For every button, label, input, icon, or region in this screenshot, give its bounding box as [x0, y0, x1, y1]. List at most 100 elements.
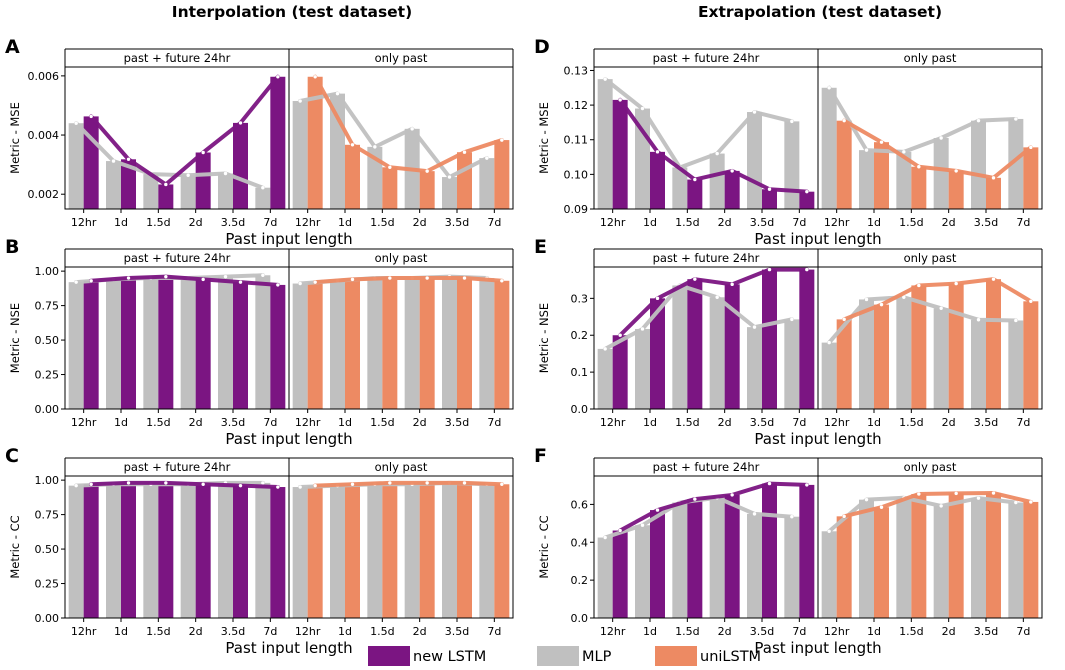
point-marker: [126, 157, 131, 161]
bar-mlp: [933, 308, 949, 409]
point-marker: [730, 169, 734, 173]
bar-mlp: [635, 328, 650, 409]
bar-mlp: [971, 120, 986, 209]
point-marker: [730, 493, 734, 497]
y-tick-label: 0.6: [571, 498, 589, 511]
point-marker: [879, 505, 884, 509]
point-marker: [805, 267, 809, 272]
x-tick-label: 2d: [718, 625, 732, 638]
y-axis-label: Metric - MSE: [537, 102, 551, 174]
point-marker: [939, 306, 943, 311]
facet-title: past + future 24hr: [124, 251, 231, 265]
x-tick-label: 3.5d: [974, 216, 998, 229]
line-new-lstm: [89, 480, 280, 490]
x-tick-label: 3.5d: [750, 416, 774, 429]
point-marker: [693, 177, 697, 182]
point-marker: [618, 98, 622, 102]
x-tick-label: 1d: [338, 625, 352, 638]
y-tick-label: 0.006: [28, 70, 60, 83]
point-marker: [238, 121, 243, 125]
x-tick-label: 1.5d: [899, 625, 923, 638]
bar-mlp: [479, 484, 495, 618]
point-marker: [388, 276, 392, 280]
bar-unilstm: [836, 516, 852, 618]
point-marker: [715, 151, 719, 156]
point-marker: [917, 283, 921, 288]
bar-mlp: [896, 497, 912, 618]
point-marker: [752, 512, 757, 516]
y-tick-label: 1.00: [35, 265, 60, 278]
bar-mlp: [597, 537, 613, 618]
facet-title: past + future 24hr: [124, 460, 231, 474]
bar-mlp: [292, 487, 308, 618]
y-axis-label: Metric - MSE: [8, 102, 22, 174]
bar-mlp: [784, 319, 800, 409]
point-marker: [640, 327, 645, 331]
bar-mlp: [709, 497, 725, 618]
bar-new-lstm: [158, 482, 174, 618]
bar-unilstm: [494, 280, 510, 409]
point-marker: [201, 482, 205, 486]
bar-mlp: [1008, 502, 1024, 618]
x-tick-label: 12hr: [71, 625, 97, 638]
bar-mlp: [597, 348, 613, 409]
bar-mlp: [292, 283, 308, 409]
point-marker: [640, 523, 645, 527]
y-tick-label: 0.00: [35, 403, 60, 416]
x-tick-label: 12hr: [600, 216, 626, 229]
bar-mlp: [180, 278, 196, 409]
point-marker: [976, 496, 981, 500]
y-tick-label: 0.2: [571, 574, 589, 587]
bar-mlp: [821, 87, 837, 209]
facet-only-past: only past 12hr 1d 1.5d 2d 3.5d 7d: [817, 248, 1043, 429]
y-tick-label: 0.11: [564, 134, 589, 147]
bar-mlp: [784, 121, 800, 209]
bar-unilstm: [382, 167, 398, 209]
line-mlp: [603, 77, 794, 170]
panel-B: B Metric - NSE 0.00 0.25 0.50 0.75 1.00 Past in…: [5, 236, 514, 448]
x-tick-label: 12hr: [824, 216, 850, 229]
point-marker: [954, 491, 958, 496]
x-tick-label: 1.5d: [899, 416, 923, 429]
facet-past-future: past + future 24hr 12hr 1d 1.5d 2d 3.5d 7d: [593, 457, 819, 638]
bar-unilstm: [986, 279, 1001, 409]
y-tick-label: 0.10: [564, 168, 589, 181]
x-tick-label: 1.5d: [146, 416, 170, 429]
panel-letter: E: [534, 236, 547, 258]
point-marker: [425, 481, 429, 485]
bar-mlp: [635, 525, 650, 618]
point-marker: [603, 347, 607, 351]
bar-mlp: [933, 138, 949, 209]
bar-unilstm: [419, 482, 435, 618]
point-marker: [618, 528, 622, 533]
point-marker: [164, 274, 168, 279]
bar-new-lstm: [612, 530, 628, 618]
point-marker: [976, 318, 981, 322]
bar-new-lstm: [650, 298, 665, 409]
x-tick-label: 2d: [189, 625, 203, 638]
bar-unilstm: [419, 171, 435, 209]
bar-new-lstm: [612, 99, 628, 209]
point-marker: [827, 340, 831, 345]
x-tick-label: 3.5d: [750, 216, 774, 229]
y-tick-label: 0.0: [571, 612, 589, 625]
bar-mlp: [143, 484, 159, 618]
bar-unilstm: [1023, 501, 1039, 618]
bar-new-lstm: [158, 184, 174, 209]
line-mlp: [74, 121, 265, 190]
x-tick-label: 12hr: [824, 416, 850, 429]
bar-unilstm: [1023, 301, 1039, 409]
y-tick-label: 0.50: [35, 543, 60, 556]
facet-past-future: past + future 24hr 12hr 1d 1.5d 2d 3.5d 7d: [593, 248, 819, 429]
bar-unilstm: [307, 485, 323, 618]
bar-mlp: [672, 502, 688, 618]
bar-new-lstm: [762, 269, 777, 409]
bar-new-lstm: [270, 487, 286, 618]
bar-unilstm: [911, 493, 927, 618]
x-tick-label: 3.5d: [445, 625, 469, 638]
point-marker: [313, 483, 317, 488]
bar-unilstm: [494, 140, 510, 209]
point-marker: [462, 150, 467, 154]
x-tick-label: 12hr: [295, 625, 321, 638]
panel-F: F Metric - CC 0.0 0.2 0.4 0.6 Past input lengt…: [534, 445, 1043, 657]
